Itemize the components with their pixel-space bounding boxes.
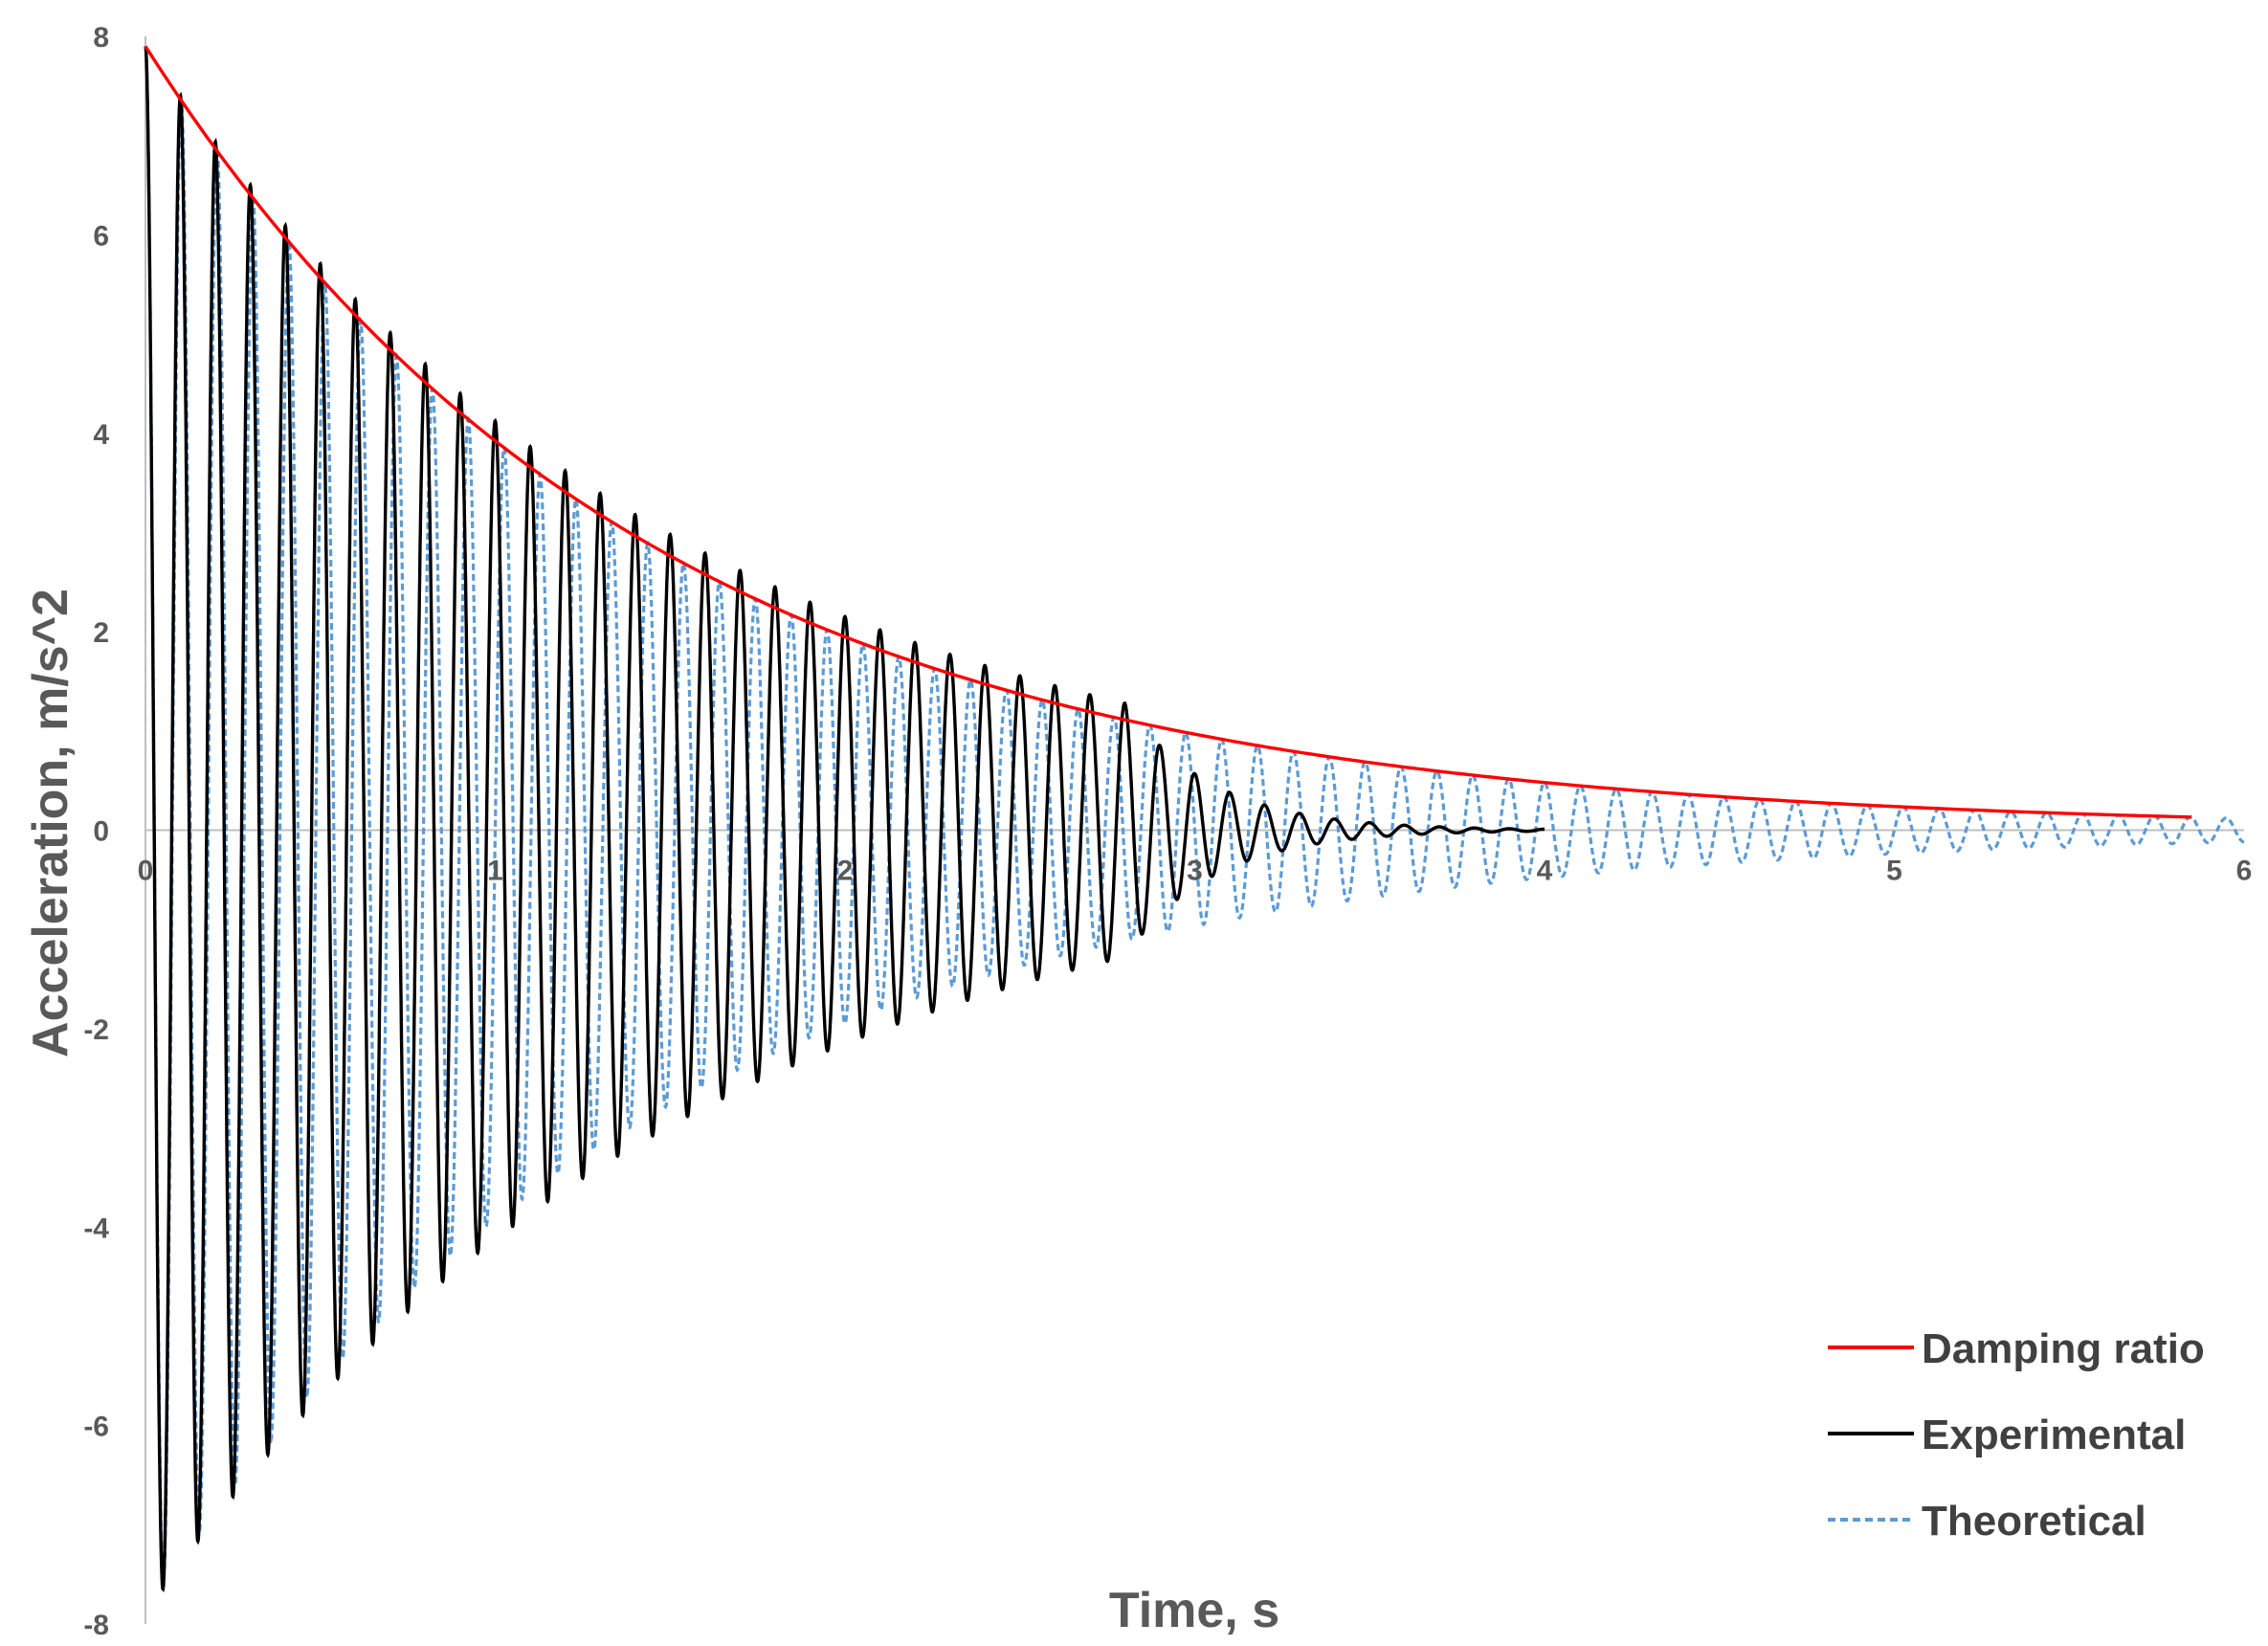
tick-labels: -8 -6 -4 -2 0 2 4 6 8 0 1 2 3 4 5 6 bbox=[83, 22, 2252, 1641]
x-tick-label: 1 bbox=[487, 856, 503, 887]
y-tick-label: 6 bbox=[93, 220, 109, 252]
y-tick-label: 8 bbox=[93, 22, 109, 54]
y-tick-label: -6 bbox=[83, 1412, 109, 1443]
x-tick-label: 5 bbox=[1886, 856, 1902, 887]
series-theoretical bbox=[144, 46, 2245, 1588]
legend-label-damping-ratio: Damping ratio bbox=[1922, 1325, 2205, 1372]
legend: Damping ratio Experimental Theoretical bbox=[1828, 1325, 2205, 1545]
x-tick-label: 0 bbox=[138, 856, 154, 887]
y-tick-label: -8 bbox=[83, 1610, 109, 1641]
y-axis-title: Acceleration, m/s^2 bbox=[23, 589, 78, 1057]
series-layer bbox=[144, 45, 2245, 1592]
y-tick-label: 4 bbox=[93, 419, 109, 451]
x-tick-label: 6 bbox=[2236, 856, 2253, 887]
y-tick-label: 0 bbox=[93, 816, 109, 848]
x-axis-title: Time, s bbox=[1109, 1583, 1279, 1638]
x-tick-label: 3 bbox=[1187, 856, 1203, 887]
legend-label-theoretical: Theoretical bbox=[1922, 1498, 2146, 1545]
legend-label-experimental: Experimental bbox=[1922, 1412, 2186, 1458]
y-tick-label: -2 bbox=[83, 1014, 109, 1046]
x-tick-label: 2 bbox=[837, 856, 854, 887]
y-tick-label: -4 bbox=[83, 1212, 109, 1244]
x-tick-label: 4 bbox=[1537, 856, 1553, 887]
series-damping-ratio bbox=[144, 45, 2192, 819]
y-tick-label: 2 bbox=[93, 617, 109, 649]
series-experimental bbox=[144, 46, 1545, 1592]
